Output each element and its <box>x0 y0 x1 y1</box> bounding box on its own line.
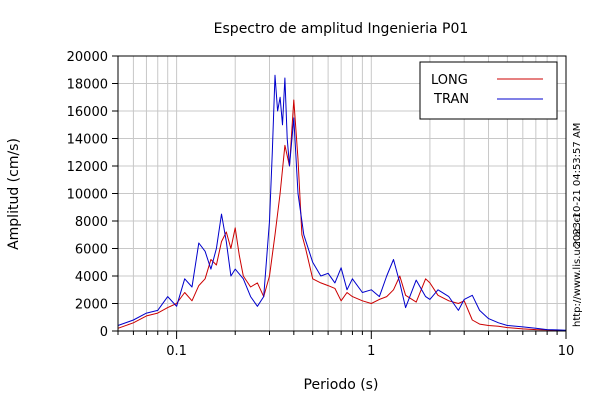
y-tick-label: 20000 <box>67 50 108 65</box>
y-tick-label: 0 <box>100 325 108 340</box>
axis-ticks: 0 2000 4000 6000 8000 10000 12000 14000 16000 180… <box>67 50 575 359</box>
legend: LONG TRAN <box>419 61 558 120</box>
legend-label-long: LONG <box>431 73 468 88</box>
legend-box <box>419 61 558 120</box>
y-tick-label: 2000 <box>75 298 108 313</box>
legend-label-tran: TRAN <box>433 92 469 107</box>
x-axis-label: Periodo (s) <box>304 377 379 393</box>
x-tick-label: 10 <box>558 344 575 359</box>
y-tick-label: 14000 <box>67 133 108 148</box>
y-tick-label: 4000 <box>75 270 108 285</box>
x-tick-label: 1 <box>367 344 375 359</box>
y-tick-label: 18000 <box>67 78 108 93</box>
series-line-long <box>117 99 567 332</box>
timestamp-text: 2023-10-21 04:53:57 AM <box>572 123 583 248</box>
series-line-tran <box>117 74 567 331</box>
y-axis-label: Amplitud (cm/s) <box>6 138 22 250</box>
y-tick-label: 6000 <box>75 243 108 258</box>
source-url-text: http://www.lis.ucr.ac.cr <box>572 212 583 327</box>
chart-title: Espectro de amplitud Ingenieria P01 <box>214 21 469 37</box>
y-tick-label: 16000 <box>67 105 108 120</box>
x-tick-label: 0.1 <box>166 344 187 359</box>
y-tick-label: 10000 <box>67 188 108 203</box>
series-lines <box>117 74 567 332</box>
y-tick-label: 8000 <box>75 215 108 230</box>
y-tick-label: 12000 <box>67 160 108 175</box>
